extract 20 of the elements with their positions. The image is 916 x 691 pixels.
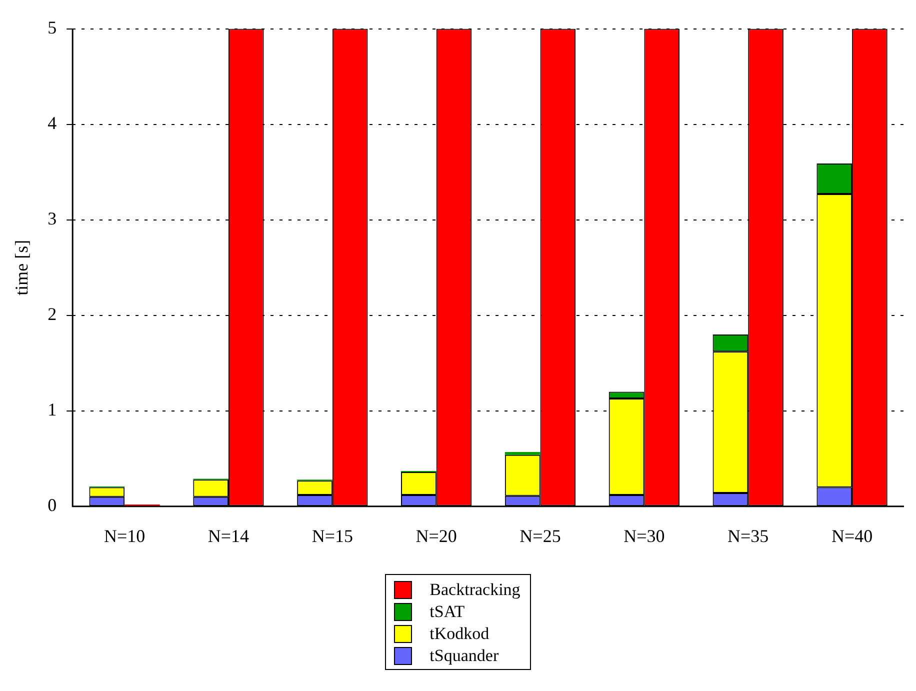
x-tick-label: N=40 — [831, 526, 873, 546]
legend-label: tSAT — [430, 602, 465, 622]
y-tick-label: 1 — [48, 400, 57, 420]
y-tick-label: 0 — [48, 495, 57, 516]
x-tick-label: N=10 — [104, 526, 146, 546]
bar — [504, 452, 540, 455]
x-tick-label: N=25 — [520, 526, 561, 546]
y-tick-label: 4 — [48, 113, 57, 134]
x-tick-label: N=14 — [208, 526, 250, 546]
y-tick-label: 3 — [48, 208, 57, 229]
legend-label: tSquander — [430, 646, 499, 666]
y-axis-title: time [s] — [12, 240, 32, 296]
x-tick-label: N=35 — [728, 526, 769, 546]
legend-label: tKodkod — [430, 624, 490, 644]
y-tick-label: 2 — [48, 304, 57, 324]
x-tick-label: N=15 — [312, 526, 353, 546]
x-tick-label: N=30 — [624, 526, 665, 546]
y-tick-label: 5 — [48, 18, 57, 38]
legend-label: Backtracking — [430, 580, 520, 600]
x-tick-label: N=20 — [416, 526, 457, 546]
